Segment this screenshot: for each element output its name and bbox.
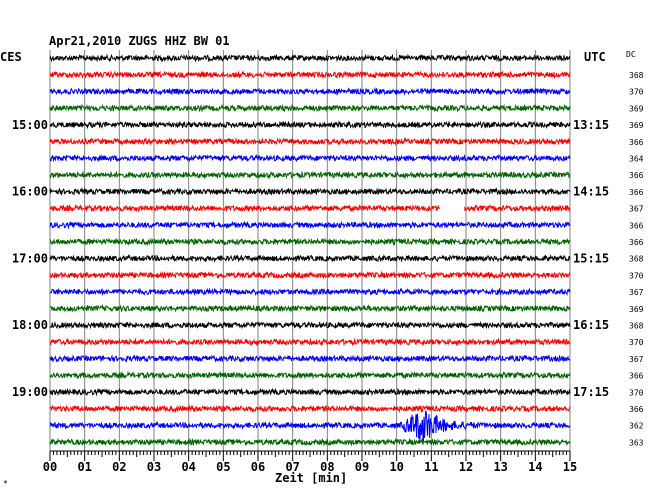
x-tick-label: 14 xyxy=(528,460,542,474)
dc-value: 367 xyxy=(629,288,644,297)
x-axis: 00 01 02 03 04 05 06 07 08 09 10 11 12 13 14 15 xyxy=(43,450,577,474)
dc-value: 362 xyxy=(629,422,644,431)
trace-row-14 xyxy=(49,287,571,297)
trace-row-4 xyxy=(49,120,571,130)
local-time-labels: 15:00 16:00 17:00 18:00 19:00 xyxy=(12,118,48,399)
dc-value: 368 xyxy=(629,71,644,80)
trace-row-8 xyxy=(49,187,571,197)
dc-value: 369 xyxy=(629,104,644,113)
right-header: UTC xyxy=(584,50,606,64)
utc-time-label: 14:15 xyxy=(573,185,609,199)
dc-value: 366 xyxy=(629,221,644,230)
trace-row-12 xyxy=(49,253,571,263)
dc-value: 368 xyxy=(629,255,644,264)
utc-time-labels: 13:15 14:15 15:15 16:15 17:15 xyxy=(573,118,609,399)
trace-row-6 xyxy=(49,153,571,163)
x-tick-label: 09 xyxy=(355,460,369,474)
local-time-label: 18:00 xyxy=(12,318,48,332)
x-axis-label: Zeit [min] xyxy=(275,471,347,485)
utc-time-label: 17:15 xyxy=(573,385,609,399)
x-tick-label: 07 xyxy=(285,460,299,474)
x-tick-label: 02 xyxy=(112,460,126,474)
seismic-traces xyxy=(49,53,571,447)
trace-row-10 xyxy=(49,220,571,230)
x-tick-label: 06 xyxy=(251,460,265,474)
trace-row-7 xyxy=(49,170,571,180)
trace-row-5 xyxy=(49,136,571,146)
utc-time-label: 15:15 xyxy=(573,251,609,265)
dc-value: 369 xyxy=(629,121,644,130)
minute-gridlines xyxy=(49,50,571,451)
x-tick-label: 08 xyxy=(320,460,334,474)
dc-value: 370 xyxy=(629,88,644,97)
x-tick-label: 15 xyxy=(563,460,577,474)
dc-value: 366 xyxy=(629,405,644,414)
x-tick-label: 05 xyxy=(216,460,230,474)
dc-values: 368 370 369 369 366 364 366 366 367 366 366 368 370 3… xyxy=(629,71,644,447)
trace-row-15 xyxy=(49,303,571,313)
local-time-label: 17:00 xyxy=(12,251,48,265)
x-tick-label: 11 xyxy=(424,460,438,474)
x-tick-label: 04 xyxy=(181,460,195,474)
dc-value: 370 xyxy=(629,271,644,280)
dc-value: 366 xyxy=(629,138,644,147)
trace-row-19 xyxy=(49,370,571,380)
dc-value: 367 xyxy=(629,355,644,364)
trace-row-21 xyxy=(49,404,571,414)
local-time-label: 15:00 xyxy=(12,118,48,132)
x-tick-label: 01 xyxy=(77,460,91,474)
dc-header: DC xyxy=(626,50,636,59)
trace-row-2 xyxy=(49,87,570,96)
dc-value: 368 xyxy=(629,322,644,331)
dc-value: 364 xyxy=(629,155,644,164)
utc-time-label: 16:15 xyxy=(573,318,609,332)
left-header: CES xyxy=(0,50,22,64)
trace-row-17 xyxy=(49,337,571,347)
trace-row-23 xyxy=(49,437,571,447)
chart-title: Apr21,2010 ZUGS HHZ BW 01 xyxy=(49,34,230,48)
x-tick-label: 12 xyxy=(459,460,473,474)
trace-row-18 xyxy=(49,354,570,364)
dc-value: 366 xyxy=(629,188,644,197)
x-tick-label: 10 xyxy=(389,460,403,474)
trace-row-22 xyxy=(49,410,571,442)
x-tick-label: 00 xyxy=(43,460,57,474)
x-tick-label: 03 xyxy=(147,460,161,474)
x-tick-label: 13 xyxy=(493,460,507,474)
trace-row-16 xyxy=(49,320,571,330)
dc-value: 366 xyxy=(629,238,644,247)
dc-value: 369 xyxy=(629,305,644,314)
trace-row-1 xyxy=(49,70,571,79)
dc-value: 366 xyxy=(629,372,644,381)
dc-value: 363 xyxy=(629,438,644,447)
utc-time-label: 13:15 xyxy=(573,118,609,132)
bottom-mark: * xyxy=(3,479,8,488)
trace-row-11 xyxy=(49,237,571,247)
trace-row-13 xyxy=(49,270,571,280)
dc-value: 367 xyxy=(629,205,644,214)
dc-value: 370 xyxy=(629,388,644,397)
trace-row-20 xyxy=(49,387,571,397)
local-time-label: 19:00 xyxy=(12,385,48,399)
local-time-label: 16:00 xyxy=(12,185,48,199)
trace-row-0 xyxy=(49,53,571,63)
trace-row-3 xyxy=(49,103,571,113)
dc-value: 370 xyxy=(629,338,644,347)
trace-row-9 xyxy=(49,203,571,213)
dc-value: 366 xyxy=(629,171,644,180)
